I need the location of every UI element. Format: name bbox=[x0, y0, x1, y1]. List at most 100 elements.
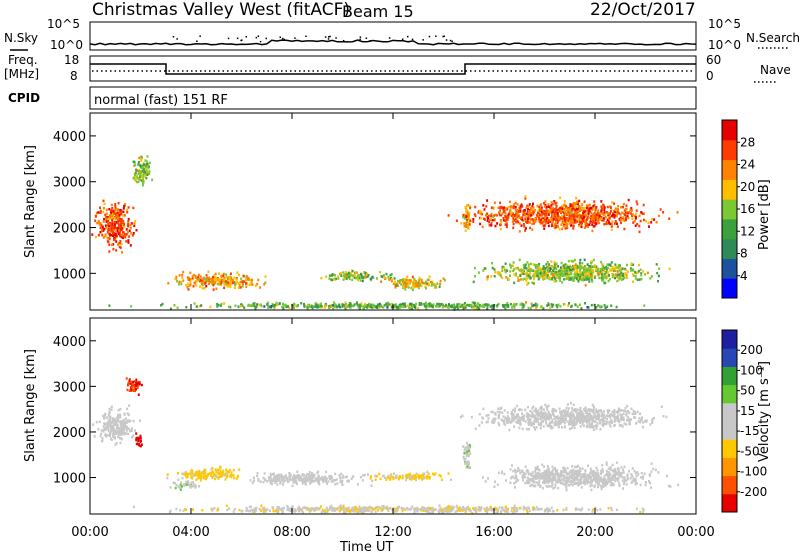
heatmap-cell bbox=[590, 218, 593, 222]
heatmap-cell bbox=[235, 278, 238, 281]
heatmap-cell bbox=[595, 268, 598, 271]
heatmap-cell bbox=[469, 303, 472, 307]
heatmap-cell bbox=[198, 472, 200, 475]
cpid-text: normal (fast) 151 RF bbox=[94, 93, 228, 108]
heatmap-cell bbox=[565, 205, 567, 208]
heatmap-cell bbox=[114, 214, 117, 218]
heatmap-cell bbox=[578, 224, 581, 228]
heatmap-cell bbox=[113, 212, 116, 215]
heatmap-cell bbox=[559, 422, 562, 425]
heatmap-cell bbox=[569, 269, 572, 272]
heatmap-cell bbox=[532, 206, 535, 209]
heatmap-cell bbox=[486, 303, 489, 306]
heatmap-cell bbox=[106, 236, 109, 240]
heatmap-cell bbox=[567, 277, 570, 280]
heatmap-cell bbox=[214, 272, 217, 276]
heatmap-cell bbox=[553, 272, 556, 276]
heatmap-cell bbox=[113, 418, 115, 422]
heatmap-cell bbox=[505, 303, 508, 307]
heatmap-cell bbox=[525, 206, 528, 210]
heatmap-cell bbox=[571, 418, 574, 422]
heatmap-cell bbox=[508, 417, 511, 420]
heatmap-cell bbox=[359, 475, 362, 479]
heatmap-cell bbox=[591, 418, 594, 421]
heatmap-cell bbox=[628, 420, 631, 423]
heatmap-cell bbox=[538, 423, 541, 427]
heatmap-cell bbox=[538, 262, 541, 266]
heatmap-cell bbox=[378, 472, 381, 476]
heatmap-cell bbox=[144, 159, 147, 162]
heatmap-cell bbox=[201, 286, 204, 290]
heatmap-cell bbox=[241, 304, 244, 308]
heatmap-cell bbox=[492, 215, 495, 218]
heatmap-cell bbox=[363, 473, 366, 477]
heatmap-cell bbox=[112, 234, 114, 237]
heatmap-cell bbox=[127, 220, 130, 223]
heatmap-cell bbox=[546, 265, 549, 269]
heatmap-cell bbox=[613, 418, 616, 421]
heatmap-cell bbox=[527, 214, 530, 217]
heatmap-cell bbox=[547, 267, 550, 270]
heatmap-cell bbox=[563, 215, 566, 219]
heatmap-cell bbox=[535, 412, 538, 416]
heatmap-cell bbox=[555, 273, 558, 277]
heatmap-cell bbox=[531, 407, 534, 410]
heatmap-cell bbox=[245, 285, 248, 288]
heatmap-cell bbox=[109, 213, 112, 217]
heatmap-cell bbox=[398, 475, 401, 478]
heatmap-cell bbox=[615, 214, 618, 218]
heatmap-cell bbox=[146, 170, 149, 173]
heatmap-cell bbox=[348, 302, 351, 305]
heatmap-cell bbox=[586, 218, 588, 221]
heatmap-cell bbox=[613, 213, 616, 217]
heatmap-cell bbox=[147, 166, 150, 170]
heatmap-cell bbox=[624, 267, 627, 271]
heatmap-cell bbox=[463, 452, 466, 455]
heatmap-cell bbox=[111, 220, 114, 223]
heatmap-cell bbox=[541, 274, 544, 278]
heatmap-cell bbox=[517, 216, 520, 219]
heatmap-cell bbox=[433, 282, 436, 286]
heatmap-cell bbox=[431, 280, 434, 284]
heatmap-cell bbox=[411, 288, 414, 292]
heatmap-cell bbox=[215, 279, 218, 282]
heatmap-cell bbox=[257, 278, 260, 282]
heatmap-cell bbox=[560, 210, 563, 213]
heatmap-cell bbox=[562, 210, 565, 214]
heatmap-cell bbox=[616, 225, 619, 228]
heatmap-cell bbox=[578, 221, 581, 224]
heatmap-cell bbox=[622, 468, 624, 472]
heatmap-cell bbox=[559, 274, 562, 278]
heatmap-cell bbox=[518, 419, 521, 422]
heatmap-cell bbox=[307, 303, 310, 307]
heatmap-cell bbox=[622, 412, 625, 416]
heatmap-cell bbox=[540, 424, 542, 427]
heatmap-cell bbox=[133, 387, 136, 390]
heatmap-cell bbox=[575, 205, 578, 209]
heatmap-cell bbox=[112, 209, 115, 213]
heatmap-cell bbox=[445, 303, 448, 307]
heatmap-cell bbox=[139, 436, 142, 440]
heatmap-cell bbox=[479, 304, 482, 308]
heatmap-cell bbox=[351, 278, 354, 282]
heatmap-cell bbox=[581, 217, 584, 221]
heatmap-cell bbox=[256, 303, 259, 306]
heatmap-cell bbox=[528, 275, 531, 279]
heatmap-cell bbox=[510, 264, 513, 268]
heatmap-cell bbox=[554, 222, 557, 225]
heatmap-cell bbox=[111, 418, 114, 421]
heatmap-cell bbox=[366, 304, 369, 307]
heatmap-cell bbox=[293, 478, 296, 482]
heatmap-cell bbox=[557, 265, 560, 268]
heatmap-cell bbox=[543, 272, 546, 276]
heatmap-cell bbox=[390, 272, 393, 276]
heatmap-cell bbox=[323, 478, 326, 481]
heatmap-cell bbox=[146, 173, 149, 176]
heatmap-cell bbox=[402, 285, 405, 288]
heatmap-cell bbox=[539, 411, 542, 415]
heatmap-cell bbox=[515, 220, 518, 224]
heatmap-cell bbox=[211, 279, 214, 282]
heatmap-cell bbox=[223, 276, 226, 279]
heatmap-cell bbox=[389, 477, 392, 481]
heatmap-cell bbox=[125, 233, 128, 236]
